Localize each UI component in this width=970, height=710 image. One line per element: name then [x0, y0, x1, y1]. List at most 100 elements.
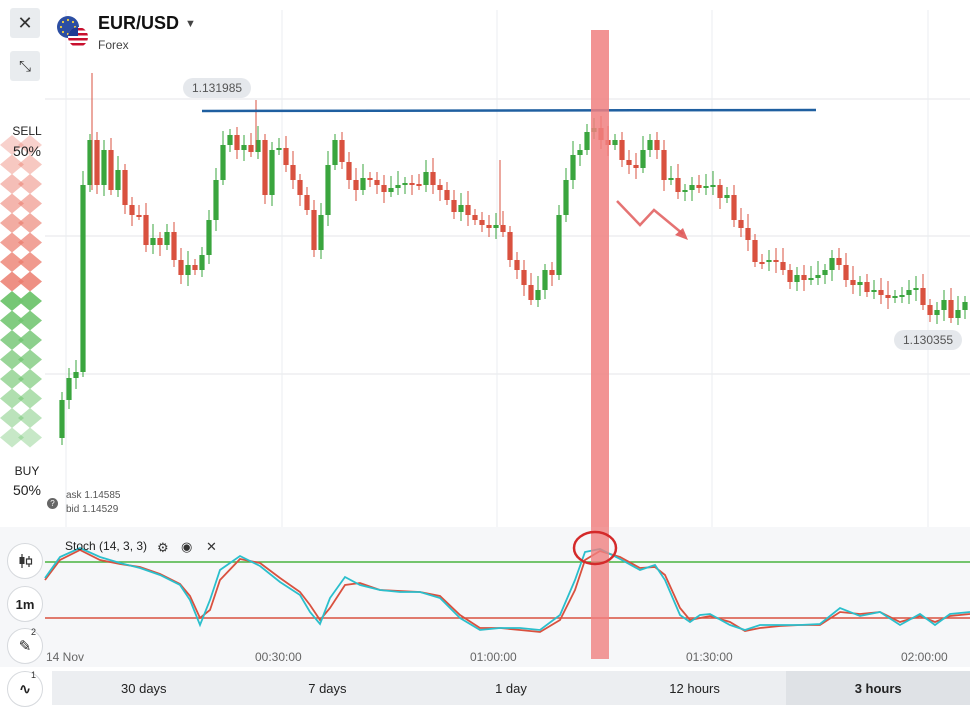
candle [850, 280, 856, 285]
asset-selector[interactable]: EUR/USD ▼ [98, 13, 196, 34]
ask-price: ask 1.14585 [66, 490, 121, 501]
resistance-trendline [201, 108, 817, 113]
sell-diamond [18, 154, 42, 175]
candle [878, 290, 884, 295]
indicator-name: Stoch (14, 3, 3) [65, 539, 148, 553]
close-chart-button[interactable]: ✕ [10, 8, 40, 38]
timeframe-1-day[interactable]: 1 day [495, 680, 527, 696]
candle [682, 190, 688, 192]
candle [794, 275, 800, 282]
sell-diamond [0, 271, 24, 292]
timeframe-3-hours[interactable]: 3 hours [786, 671, 970, 705]
candle [752, 240, 758, 262]
candle [654, 140, 660, 150]
candle [262, 140, 268, 195]
candle [101, 150, 107, 185]
buy-percentage: 50% [12, 482, 42, 498]
drawing-count-badge: 2 [31, 627, 37, 637]
candle [857, 282, 863, 285]
gear-icon[interactable]: ⚙ [157, 540, 169, 555]
sell-diamond [18, 135, 42, 155]
candle [647, 140, 653, 150]
candle [388, 188, 394, 192]
candle [773, 260, 779, 262]
candle [437, 185, 443, 190]
candle [367, 178, 373, 180]
candle [724, 195, 730, 198]
highlight-band-lower [591, 527, 609, 659]
candle [276, 148, 282, 150]
candle [255, 140, 261, 152]
sell-diamond [18, 174, 42, 194]
buy-diamond [18, 388, 42, 409]
candlestick-icon [19, 554, 33, 568]
candle [766, 260, 772, 262]
collapse-icon: ⤡ [18, 57, 31, 75]
candle [612, 140, 618, 145]
candle [290, 165, 296, 180]
candle [234, 135, 240, 150]
question-icon[interactable]: ? [47, 498, 58, 509]
buy-diamond [18, 291, 42, 311]
remove-indicator-icon[interactable]: ✕ [206, 539, 217, 554]
candle [339, 140, 345, 162]
buy-diamond [0, 291, 24, 311]
candle [787, 270, 793, 282]
buy-diamond [18, 408, 42, 428]
candle [696, 185, 702, 188]
sell-diamond [0, 193, 24, 214]
drawing-tools-button[interactable]: ✎ [7, 628, 43, 664]
candle [220, 145, 226, 180]
candle [815, 275, 821, 278]
candle [402, 183, 408, 185]
candle [549, 270, 555, 275]
buy-label: BUY [14, 464, 40, 478]
candle [465, 205, 471, 215]
candle [556, 215, 562, 275]
candle [430, 172, 436, 185]
candle [472, 215, 478, 220]
candle [626, 160, 632, 165]
candle [360, 178, 366, 190]
candle [122, 170, 128, 205]
candle [458, 205, 464, 212]
candle [570, 155, 576, 180]
sell-diamond [0, 135, 24, 155]
interval-button[interactable]: 1m [7, 586, 43, 622]
candle [906, 290, 912, 295]
candle [927, 305, 933, 315]
buy-diamond [0, 310, 24, 331]
candle [94, 140, 100, 185]
sentiment-indicator [0, 135, 42, 448]
stochastic-k-line [44, 547, 970, 631]
candle [241, 145, 247, 150]
indicators-button[interactable]: ∿ [7, 671, 43, 707]
chart-type-button[interactable] [7, 543, 43, 579]
candle [213, 180, 219, 220]
candle [374, 180, 380, 185]
buy-diamond [18, 369, 42, 389]
timeframe-30-days[interactable]: 30 days [121, 680, 167, 696]
chevron-down-icon: ▼ [185, 17, 196, 30]
sell-diamond [0, 213, 24, 233]
candle [864, 282, 870, 292]
candle [514, 260, 520, 270]
collapse-button[interactable]: ⤡ [10, 51, 40, 81]
asset-category: Forex [98, 38, 129, 52]
sell-diamond [18, 232, 42, 253]
candle [941, 300, 947, 310]
candle [409, 183, 415, 185]
timeframe-7-days[interactable]: 7 days [308, 680, 347, 696]
eye-icon[interactable]: ◉ [181, 539, 193, 554]
candle [507, 232, 513, 260]
buy-diamond [18, 349, 42, 370]
sell-diamond [0, 252, 24, 272]
candle [150, 238, 156, 245]
candle [577, 150, 583, 155]
candle [871, 290, 877, 292]
bid-price: bid 1.14529 [66, 504, 119, 515]
candle [885, 295, 891, 298]
candle [108, 150, 114, 190]
timeframe-12-hours[interactable]: 12 hours [669, 680, 720, 696]
